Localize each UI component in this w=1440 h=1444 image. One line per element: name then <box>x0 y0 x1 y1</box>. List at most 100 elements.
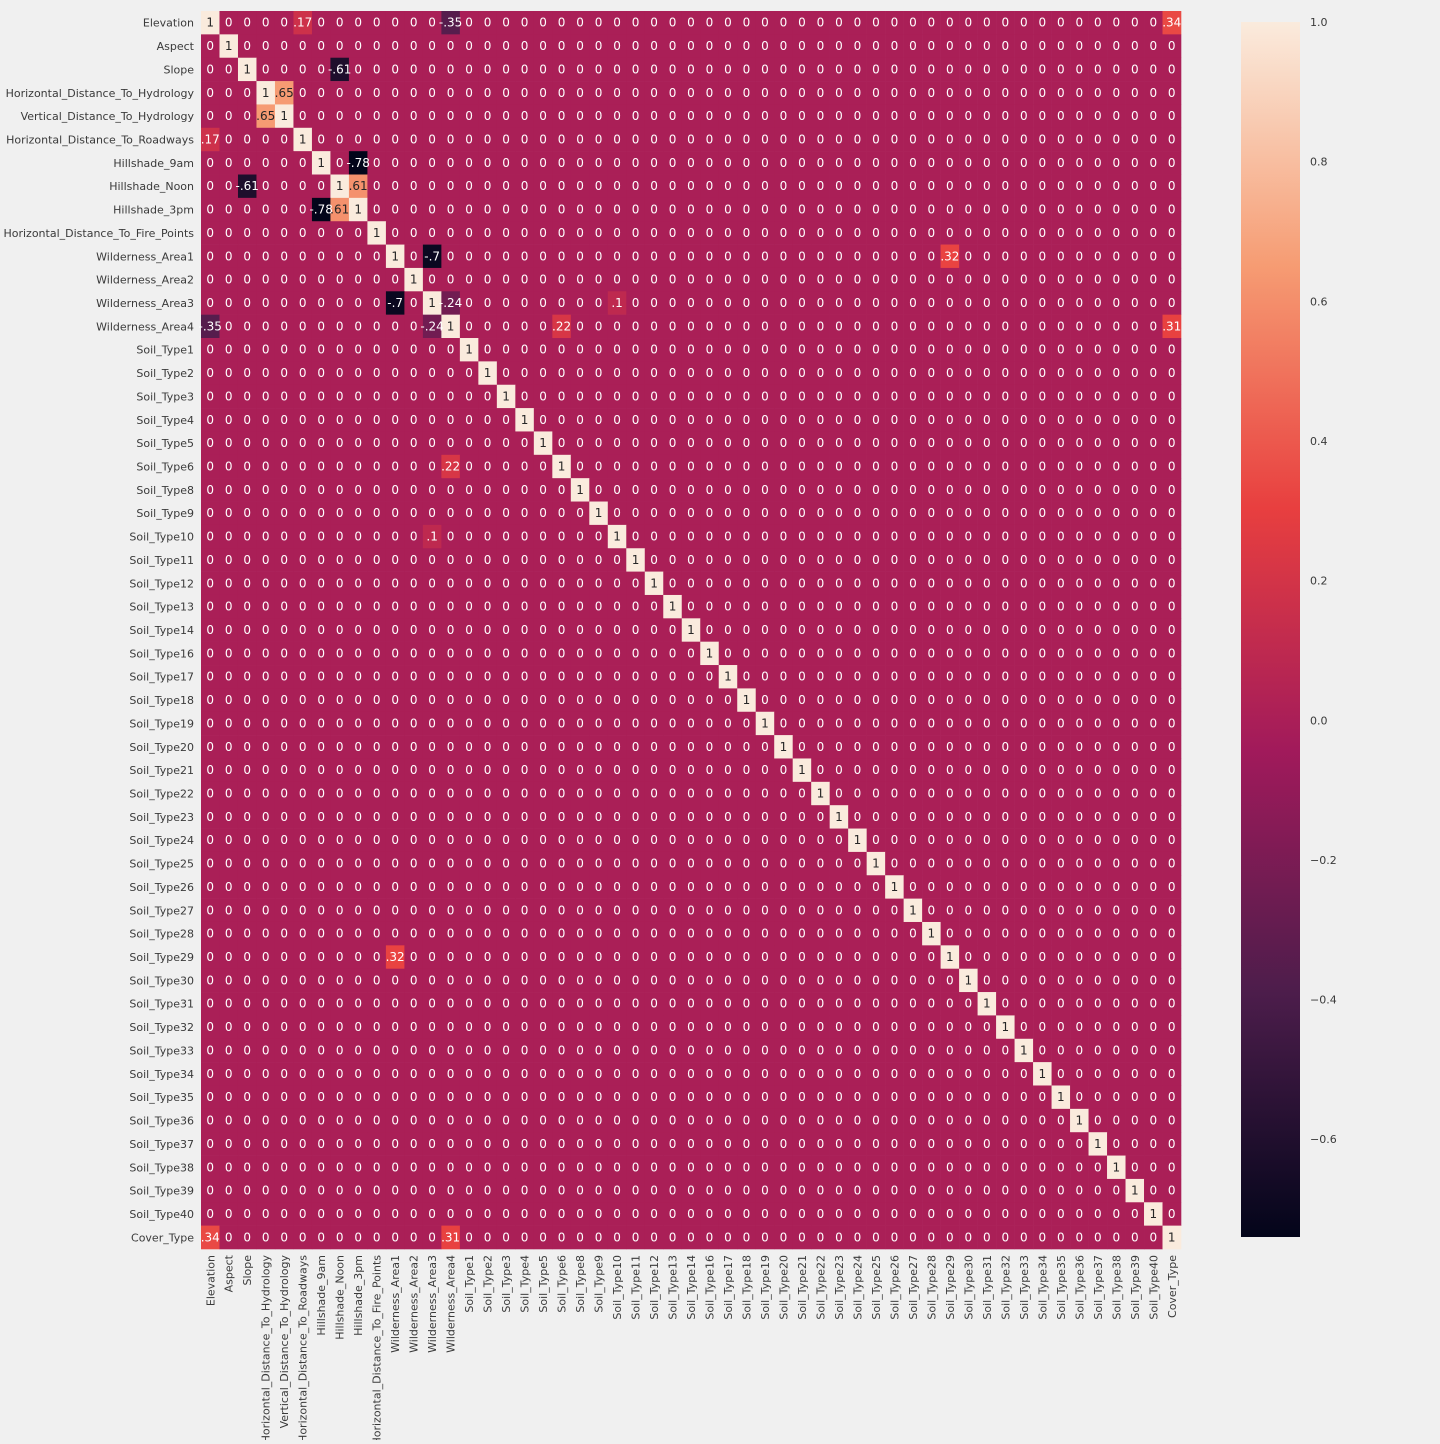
cell-value-label: 0 <box>576 646 584 660</box>
cell-value-label: 0 <box>835 576 843 590</box>
heatmap-cell <box>792 127 812 152</box>
cell-value-label: 0 <box>706 903 714 917</box>
cell-value-label: 0 <box>317 249 325 263</box>
cell-value-label: 0 <box>484 459 492 473</box>
heatmap-cell <box>792 57 812 82</box>
cell-value-label: 0 <box>817 506 825 520</box>
cell-value-label: 0 <box>798 249 806 263</box>
cell-value-label: 0 <box>521 296 529 310</box>
cell-value-label: 0 <box>502 670 510 684</box>
cell-value-label: 0 <box>373 389 381 403</box>
cell-value-label: 0 <box>206 763 214 777</box>
cell-value-label: 0 <box>447 109 455 123</box>
heatmap-cell <box>755 34 775 59</box>
heatmap-cell <box>829 151 849 175</box>
cell-value-label: 0 <box>1131 857 1139 871</box>
cell-value-label: 0 <box>1075 16 1083 30</box>
cell-value-label: 0 <box>928 506 936 520</box>
heatmap-cell <box>478 11 498 35</box>
cell-value-label: 0 <box>317 343 325 357</box>
cell-value-label: 0 <box>946 179 954 193</box>
cell-value-label: 0 <box>317 39 325 53</box>
cell-value-label: 0 <box>1094 16 1102 30</box>
cell-value-label: 0 <box>225 203 233 217</box>
heatmap-cell <box>311 34 331 59</box>
cell-value-label: 0 <box>1094 576 1102 590</box>
cell-value-label: 0 <box>1112 296 1120 310</box>
cell-value-label: 0 <box>262 319 270 333</box>
cell-value-label: 0 <box>743 132 751 146</box>
cell-value-label: 0 <box>428 810 436 824</box>
cell-value-label: 0 <box>1149 553 1157 567</box>
cell-value-label: 0 <box>391 483 399 497</box>
heatmap-cell <box>367 81 387 105</box>
cell-value-label: 0 <box>1057 156 1065 170</box>
heatmap-cell <box>274 34 294 59</box>
heatmap-cell <box>737 57 757 82</box>
cell-value-label: 0 <box>206 576 214 590</box>
cell-value-label: 0 <box>391 716 399 730</box>
cell-value-label: 0 <box>1112 132 1120 146</box>
cell-value-label: 0 <box>1002 880 1010 894</box>
cell-value-label: 0 <box>558 483 566 497</box>
heatmap-cell <box>774 34 793 59</box>
cell-value-label: 0 <box>817 716 825 730</box>
cell-value-label: 0 <box>780 366 788 380</box>
cell-value-label: 0 <box>761 646 769 660</box>
heatmap-cell <box>792 11 812 35</box>
heatmap-cell <box>1033 34 1052 59</box>
cell-value-label: 0 <box>280 693 288 707</box>
heatmap-cell <box>718 127 738 152</box>
cell-value-label: 1 <box>225 39 233 53</box>
cell-value-label: 0 <box>484 319 492 333</box>
cell-value-label: 0 <box>1094 506 1102 520</box>
cell-value-label: 0 <box>817 296 825 310</box>
cell-value-label: 0 <box>835 226 843 240</box>
cell-value-label: 0 <box>521 670 529 684</box>
heatmap-cell <box>829 34 849 59</box>
heatmap-cell <box>792 104 812 129</box>
cell-value-label: 0 <box>502 740 510 754</box>
heatmap-cell <box>256 104 276 129</box>
cell-value-label: 0 <box>484 296 492 310</box>
cell-value-label: 0 <box>613 249 621 263</box>
heatmap-cell <box>959 197 978 222</box>
cell-value-label: 0 <box>280 950 288 964</box>
cell-value-label: 0 <box>854 389 862 403</box>
cell-value-label: 0 <box>613 179 621 193</box>
cell-value-label: 0 <box>225 600 233 614</box>
cell-value-label: 0 <box>669 86 677 100</box>
cell-value-label: 0 <box>743 833 751 847</box>
heatmap-cell <box>311 174 331 199</box>
cell-value-label: 1 <box>724 670 732 684</box>
cell-value-label: 0 <box>1020 670 1028 684</box>
cell-value-label: 0 <box>465 132 473 146</box>
cell-value-label: 1 <box>428 296 436 310</box>
heatmap-cell <box>330 174 350 199</box>
cell-value-label: 0 <box>872 389 880 403</box>
cell-value-label: 0 <box>595 740 603 754</box>
cell-value-label: 0 <box>669 436 677 450</box>
cell-value-label: 0 <box>780 693 788 707</box>
cell-value-label: 0 <box>1020 39 1028 53</box>
heatmap-cell <box>441 244 461 269</box>
cell-value-label: 0 <box>299 109 307 123</box>
cell-value-label: 0 <box>576 156 584 170</box>
heatmap-cell <box>589 57 609 82</box>
cell-value-label: 0 <box>761 179 769 193</box>
cell-value-label: 0 <box>262 343 270 357</box>
cell-value-label: 0 <box>1131 787 1139 801</box>
cell-value-label: 0 <box>595 389 603 403</box>
cell-value-label: 0 <box>373 857 381 871</box>
heatmap-cell <box>589 244 609 269</box>
cell-value-label: 0 <box>706 132 714 146</box>
cell-value-label: 0 <box>410 483 418 497</box>
heatmap-cell <box>348 34 368 59</box>
cell-value-label: 0 <box>854 296 862 310</box>
cell-value-label: 0 <box>817 366 825 380</box>
cell-value-label: 0 <box>521 693 529 707</box>
cell-value-label: 0 <box>465 716 473 730</box>
cell-value-label: 0 <box>373 553 381 567</box>
cell-value-label: 0 <box>817 249 825 263</box>
cell-value-label: 0 <box>965 950 973 964</box>
